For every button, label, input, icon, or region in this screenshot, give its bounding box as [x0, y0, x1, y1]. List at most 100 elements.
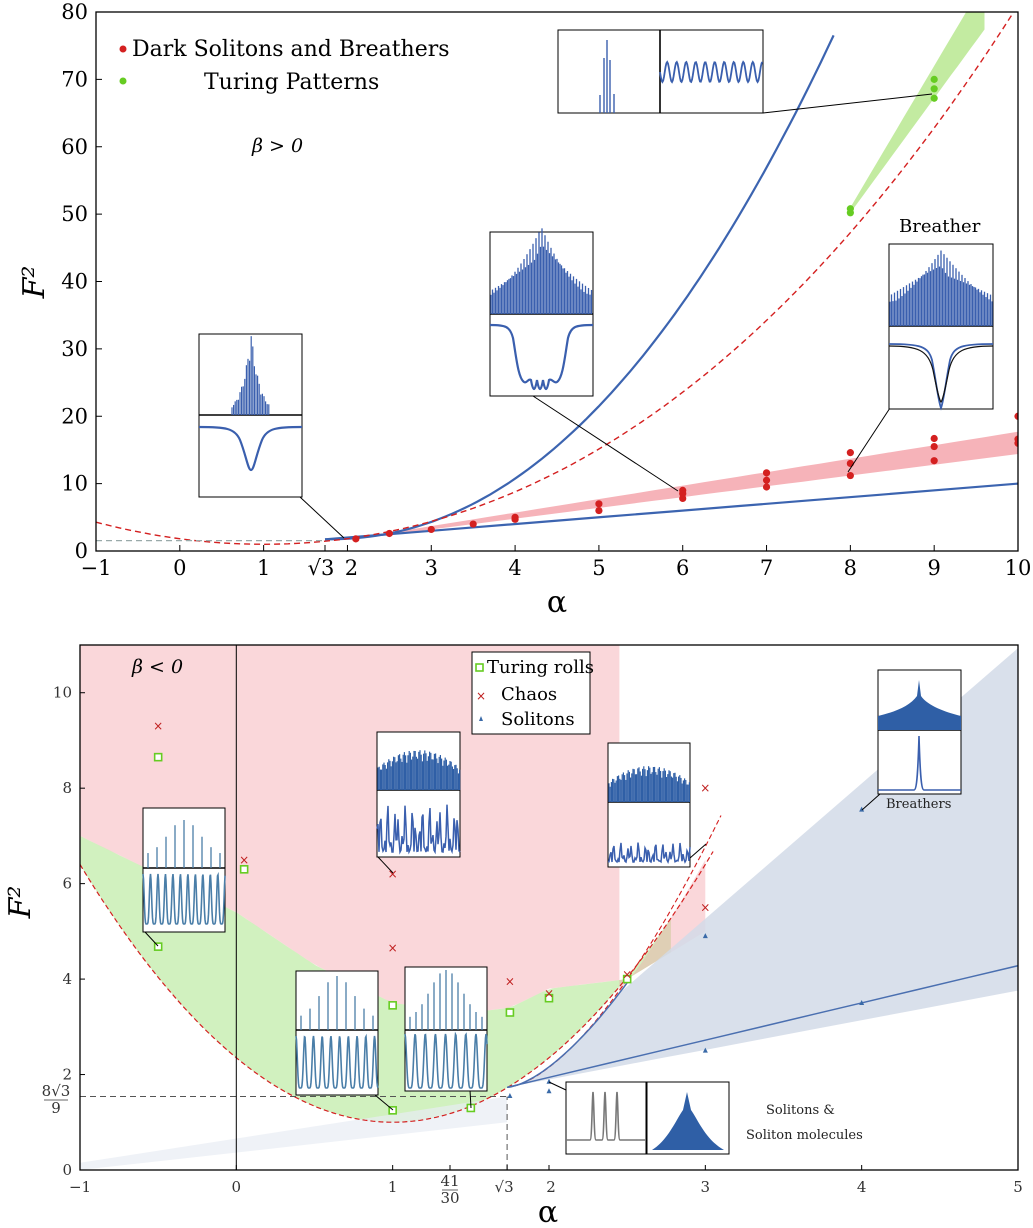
data-point-turing-rolls	[505, 1008, 515, 1017]
data-point-turing-rolls	[153, 752, 163, 762]
y-tick-label: 50	[61, 202, 88, 226]
bottom-breathers-label: Breathers	[886, 797, 951, 812]
data-point-dark-soliton	[930, 442, 938, 451]
inset-dark-soliton-curve	[198, 425, 303, 472]
inset-chaotic-spectrum	[377, 750, 461, 790]
inset-turing-rolls-mid-b	[404, 966, 488, 1092]
x-tick-fraction-numerator: 41	[440, 1172, 459, 1190]
y-tick-fraction-numerator: 8√3	[42, 1082, 71, 1100]
data-point-dark-soliton	[469, 520, 477, 528]
top-legend: Dark Solitons and Breathers Turing Patte…	[119, 37, 450, 95]
inset-spectrum-bars	[889, 250, 993, 326]
data-point-dark-soliton	[352, 535, 360, 543]
legend-marker-dark-solitons	[119, 45, 127, 53]
top-background-layer	[96, 12, 1018, 546]
data-point-soliton	[859, 999, 865, 1005]
bottom-regime-label: β < 0	[131, 656, 183, 678]
legend-label-dark-solitons: Dark Solitons and Breathers	[132, 37, 450, 62]
top-plot-area	[96, 12, 1018, 546]
data-point-dark-soliton	[846, 459, 854, 468]
inset-rolls-wave	[404, 1031, 488, 1089]
y-tick-fraction-denominator: 9	[51, 1099, 61, 1117]
x-tick-label: 8	[844, 556, 857, 580]
data-point-dark-soliton	[595, 500, 603, 508]
data-point-chaos: ×	[388, 941, 398, 955]
inset-wide-soliton	[489, 228, 594, 397]
data-point-soliton	[859, 806, 865, 812]
x-tick-label: −1	[69, 1178, 91, 1196]
inset-turing-rolls-left	[142, 807, 226, 933]
inset-breather-curve-b	[888, 345, 994, 403]
x-tick-label: √3	[495, 1178, 514, 1196]
data-point-dark-soliton	[595, 506, 603, 515]
inset-comb-spectrum	[409, 970, 483, 1030]
data-point-dark-soliton	[427, 525, 435, 534]
data-point-chaos: ×	[544, 986, 554, 1000]
breather-boundary-dashed	[507, 815, 722, 1088]
data-point-soliton	[546, 1088, 552, 1094]
data-point-dark-soliton	[1014, 435, 1018, 443]
y-tick-label: 0	[62, 1161, 72, 1179]
x-tick-label: 4	[508, 556, 521, 580]
inset-soliton-profile	[198, 333, 303, 498]
y-tick-label: 20	[61, 404, 88, 428]
bottom-points-layer: × × × × × × × × ×	[153, 719, 865, 1115]
y-tick-label: 30	[61, 337, 88, 361]
top-x-axis-label: α	[547, 585, 567, 620]
x-tick-label: 7	[760, 556, 773, 580]
data-point-dark-soliton	[679, 486, 687, 494]
x-tick-label: 1	[257, 556, 270, 580]
top-breather-label: Breather	[899, 216, 981, 237]
x-tick-label: 2	[546, 1178, 556, 1196]
inset-turing-pattern	[557, 29, 764, 114]
y-tick-label: 6	[62, 875, 72, 893]
data-point-turing	[930, 94, 938, 102]
x-tick-label: 3	[701, 1178, 711, 1196]
x-tick-label: 5	[1013, 1178, 1023, 1196]
legend-marker-chaos: ×	[476, 689, 486, 703]
bottom-x-axis-label: α	[538, 1195, 558, 1228]
inset-chaos-b	[607, 742, 691, 868]
data-point-dark-soliton	[1014, 412, 1018, 420]
inset-flat-soliton-curve	[489, 323, 594, 391]
inset-rolls-wave	[295, 1033, 379, 1089]
inset-chaotic-spectrum	[608, 766, 691, 802]
inset-breather-bottom	[877, 669, 962, 795]
data-point-dark-soliton	[511, 513, 519, 521]
inset-soliton-molecules	[565, 1081, 730, 1155]
inset-breather-spectrum	[878, 680, 961, 730]
legend-label-turing-rolls: Turing rolls	[487, 657, 594, 678]
y-tick-label: 0	[75, 539, 88, 563]
bottom-solitons-label-2: Soliton molecules	[746, 1128, 863, 1143]
y-tick-label: 70	[61, 67, 88, 91]
x-tick-label: −1	[81, 556, 112, 580]
data-point-dark-soliton	[930, 457, 938, 465]
top-regime-label: β > 0	[251, 135, 303, 157]
inset-comb-spectrum	[300, 976, 374, 1030]
x-tick-fraction-denominator: 30	[440, 1189, 459, 1207]
inset-turing-rolls-mid-a	[295, 970, 379, 1096]
data-point-soliton	[702, 933, 708, 939]
stability-boundary-dashed	[80, 851, 714, 1123]
inset-molecule-spectrum	[652, 1092, 724, 1150]
inset-molecule-profile	[566, 1091, 646, 1141]
bottom-callout-lines	[144, 793, 881, 1111]
lower-threshold-line	[324, 482, 1018, 541]
inset-chaos-a	[376, 731, 461, 858]
data-point-chaos: ×	[388, 867, 398, 881]
top-points-layer	[352, 75, 1018, 543]
bottom-y-axis-label: F²	[3, 886, 38, 920]
data-point-chaos: ×	[505, 974, 515, 988]
inset-chaotic-wave	[607, 842, 691, 865]
data-point-chaos: ×	[700, 781, 710, 795]
dark-soliton-region-band	[355, 431, 1018, 540]
data-point-turing	[930, 75, 938, 83]
turing-rolls-region	[80, 835, 671, 1123]
data-point-turing-rolls	[622, 974, 632, 984]
inset-breather	[888, 243, 994, 411]
bottom-solitons-label-1: Solitons &	[766, 1103, 835, 1118]
